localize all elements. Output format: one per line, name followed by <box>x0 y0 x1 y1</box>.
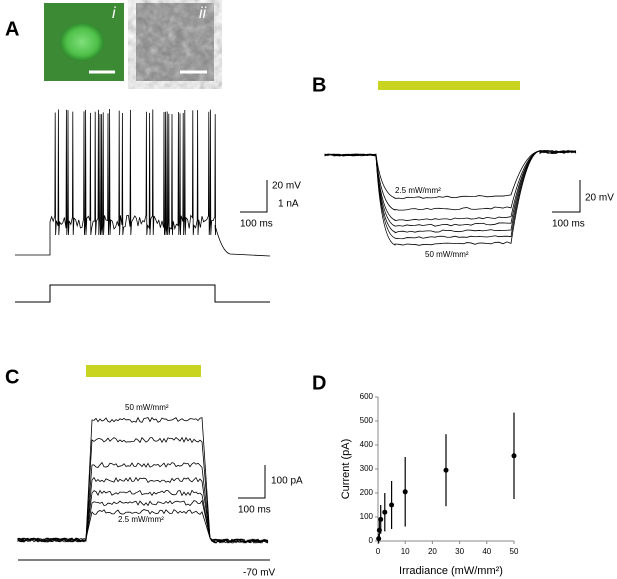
trace-label: 2.5 mW/mm² <box>118 515 164 524</box>
current-trace <box>17 416 269 544</box>
voltage-trace <box>15 109 271 257</box>
data-point <box>382 509 388 515</box>
y-tick-label: 600 <box>360 392 374 401</box>
x-tick-label: 40 <box>482 547 491 556</box>
scale-label: 1 nA <box>278 199 299 210</box>
scale-bar <box>238 465 266 499</box>
current-trace <box>324 150 577 227</box>
trace-label: 2.5 mW/mm² <box>395 186 441 195</box>
x-tick-label: 0 <box>376 547 381 556</box>
panel-label: B <box>312 74 326 96</box>
scale-bar <box>552 180 581 213</box>
current-trace <box>17 509 269 544</box>
cell <box>60 23 104 61</box>
stimulus-trace <box>15 284 270 303</box>
image-label: i <box>112 5 116 22</box>
data-point <box>389 502 395 508</box>
panel-label: D <box>312 372 326 394</box>
data-point <box>378 516 384 522</box>
y-tick-label: 100 <box>360 512 374 521</box>
texture <box>136 3 214 81</box>
data-point <box>511 453 517 459</box>
x-tick-label: 10 <box>401 547 410 556</box>
holding-label: -70 mV <box>243 568 276 579</box>
scale-label: 100 ms <box>240 219 273 230</box>
x-axis-label: Irradiance (mW/mm²) <box>399 565 503 577</box>
light-bar <box>86 365 201 377</box>
current-trace <box>324 150 577 200</box>
scale-label: 100 ms <box>552 219 585 230</box>
current-trace <box>324 150 577 246</box>
y-tick-label: 0 <box>369 536 374 545</box>
y-tick-label: 400 <box>360 440 374 449</box>
scale-label: 100 pA <box>271 476 303 487</box>
current-trace <box>324 150 577 222</box>
scale-label: 20 mV <box>272 181 301 192</box>
scale-label: 100 ms <box>238 505 271 516</box>
data-point <box>402 489 408 495</box>
x-tick-label: 20 <box>428 547 437 556</box>
panel-label: C <box>5 366 19 388</box>
traces <box>15 109 577 544</box>
current-trace <box>324 150 577 211</box>
scale-bar <box>240 180 268 213</box>
current-trace <box>17 436 268 544</box>
trace-label: 50 mW/mm² <box>125 403 169 412</box>
x-tick-label: 30 <box>455 547 464 556</box>
data-point <box>443 467 449 473</box>
scale-label: 20 mV <box>585 193 614 204</box>
chart: 0 100 200 300 400 500 600 0 10 20 30 40 50 Current (p… <box>340 392 519 577</box>
panel-label: A <box>5 18 19 40</box>
current-trace <box>324 150 577 234</box>
current-trace <box>17 461 269 544</box>
trace-label: 50 mW/mm² <box>425 250 469 259</box>
x-tick-label: 50 <box>510 547 519 556</box>
data-point <box>376 536 382 542</box>
y-tick-label: 200 <box>360 488 374 497</box>
light-bar <box>378 81 520 90</box>
y-tick-label: 500 <box>360 416 374 425</box>
image-label: ii <box>199 5 207 22</box>
y-tick-label: 300 <box>360 464 374 473</box>
current-trace <box>17 499 269 544</box>
y-axis-label: Current (pA) <box>340 439 352 500</box>
